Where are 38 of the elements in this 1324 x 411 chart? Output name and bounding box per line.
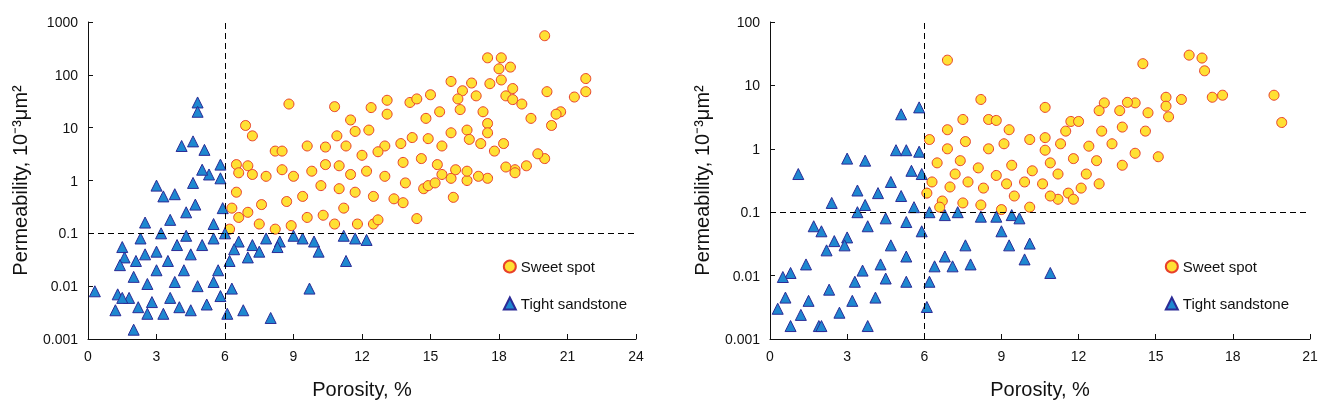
y-tick-label: 10 [62, 119, 79, 136]
x-axis-title: Porosity, % [990, 378, 1091, 400]
x-tick-label: 9 [997, 348, 1006, 364]
x-tick-label: 15 [422, 348, 439, 364]
y-tick-label: 100 [54, 66, 79, 83]
legend-label: Tight sandstone [520, 295, 628, 312]
x-tick-label: 24 [628, 348, 644, 364]
y-axis-title: Permeability, 10⁻³μm² [691, 84, 713, 276]
y-tick-label: 1 [70, 172, 79, 189]
x-tick-label: 3 [843, 348, 852, 364]
x-tick-label: 18 [491, 348, 507, 364]
x-tick-label: 15 [1147, 348, 1164, 364]
x-tick-label: 0 [84, 348, 93, 364]
legend-label: Tight sandstone [1182, 295, 1290, 312]
x-tick-label: 12 [1070, 348, 1087, 364]
x-tick-label: 12 [354, 348, 370, 364]
y-tick-label: 0.01 [732, 267, 761, 284]
legend-label: Sweet spot [1182, 258, 1258, 275]
legend-label: Sweet spot [520, 258, 596, 275]
y-tick-label: 1000 [46, 14, 79, 30]
y-tick-label: 0.1 [740, 204, 761, 221]
y-tick-label: 1 [752, 140, 761, 157]
y-tick-label: 0.1 [58, 225, 79, 242]
y-tick-label: 10 [744, 77, 761, 94]
x-tick-label: 18 [1225, 348, 1241, 364]
x-tick-label: 0 [766, 348, 775, 364]
x-tick-label: 6 [221, 348, 230, 364]
y-tick-label: 0.01 [50, 278, 79, 295]
x-axis-title: Porosity, % [312, 378, 413, 400]
x-tick-label: 3 [152, 348, 161, 364]
x-tick-label: 6 [920, 348, 929, 364]
x-tick-label: 9 [289, 348, 298, 364]
y-tick-label: 0.001 [42, 331, 79, 347]
y-tick-label: 0.001 [724, 331, 761, 347]
y-tick-label: 100 [736, 14, 761, 30]
x-tick-label: 21 [1302, 348, 1318, 364]
y-axis-title: Permeability, 10⁻³μm² [9, 84, 31, 276]
x-tick-label: 21 [559, 348, 576, 364]
